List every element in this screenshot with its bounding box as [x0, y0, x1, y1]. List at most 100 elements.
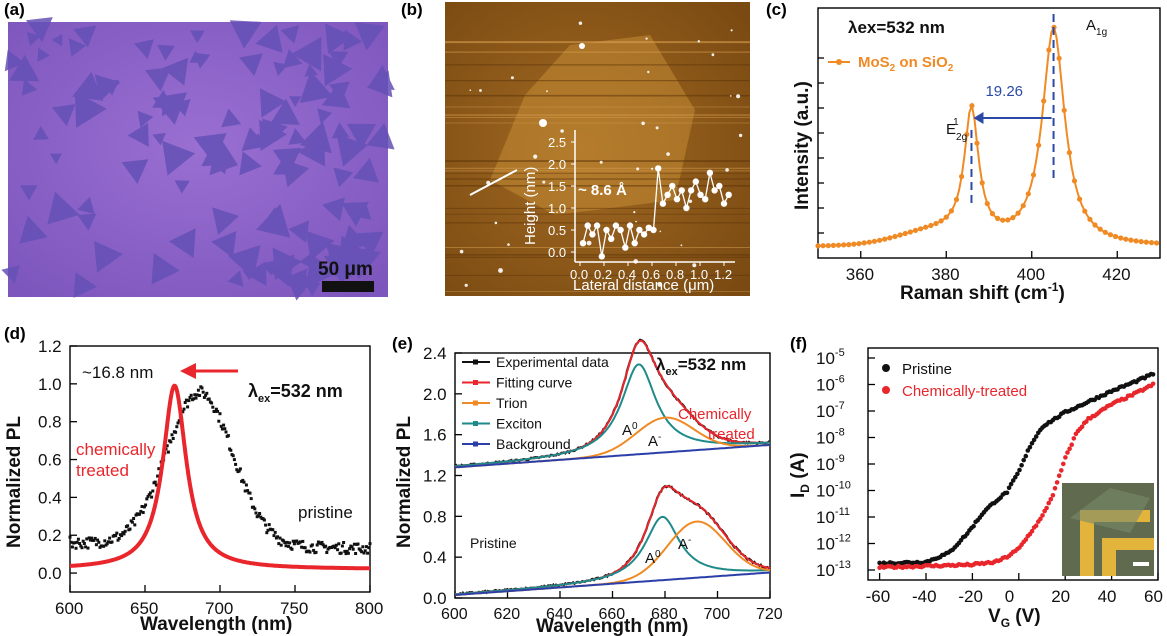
e-treated-label: Chemically — [678, 406, 752, 423]
pristine-point — [132, 517, 136, 520]
raman-point — [841, 242, 847, 248]
e-xtick-label: 640 — [546, 606, 573, 623]
raman-point — [1046, 47, 1052, 53]
flake-triangle — [74, 91, 107, 128]
pristine-point — [200, 386, 204, 390]
flake-triangle — [151, 253, 180, 285]
raman-point — [953, 196, 960, 203]
d-ytick-label: 1.0 — [38, 375, 62, 394]
inset-xtick-label: 0.8 — [666, 267, 684, 282]
d-ytick-label: 0.0 — [38, 564, 62, 583]
transfer-point — [1029, 528, 1035, 534]
d-xlabel: Wavelength (nm) — [140, 614, 292, 635]
pristine-point — [246, 489, 250, 493]
f-xlabel: VG (V) — [988, 606, 1041, 630]
transfer-point — [1054, 480, 1060, 485]
pristine-point — [81, 539, 85, 543]
pristine-point — [361, 545, 365, 549]
pristine-point — [116, 538, 120, 542]
f-xtick-label: 60 — [1144, 587, 1163, 606]
raman-point — [974, 140, 980, 146]
flake-triangle — [152, 132, 166, 146]
pristine-point — [254, 511, 258, 515]
f-xtick-label: 20 — [1051, 587, 1070, 606]
pristine-point — [103, 539, 107, 543]
pristine-point — [325, 551, 329, 554]
flake-triangle — [297, 135, 326, 167]
profile-point — [725, 191, 732, 198]
pristine-point — [213, 409, 217, 413]
flake-triangle — [212, 207, 239, 235]
flake-triangle — [354, 22, 385, 51]
pristine-point — [211, 405, 215, 409]
raman-point — [871, 238, 877, 244]
raman-point — [830, 242, 836, 248]
afm-particle — [655, 126, 659, 130]
afm-particle — [599, 160, 603, 164]
raman-point — [861, 240, 867, 246]
transfer-point — [1059, 468, 1064, 473]
raman-point — [1041, 98, 1047, 104]
raman-point — [1112, 233, 1119, 240]
pristine-point — [196, 388, 200, 392]
flake-triangle — [360, 36, 375, 50]
raman-point — [887, 235, 893, 241]
inset-ytick-label: 1.5 — [548, 179, 566, 194]
d-ytick-label: 0.6 — [38, 451, 62, 470]
afm-particle — [651, 167, 654, 170]
flake-triangle — [262, 118, 288, 145]
flake-triangle — [49, 153, 62, 165]
raman-point — [923, 224, 929, 230]
panel-f: (f) -60 -40 -20 0 20 40 60 10-13 10-12 10-11 10-10… — [780, 318, 1167, 636]
inset-scale-bar — [1133, 562, 1149, 566]
afm-particle — [688, 199, 693, 203]
pristine-point — [337, 542, 341, 546]
flake-triangle — [227, 245, 261, 279]
pristine-point — [194, 396, 198, 400]
transfer-point — [1025, 448, 1031, 453]
raman-point — [918, 226, 924, 232]
inset-ytick-label: 0.5 — [548, 223, 566, 238]
pristine-point — [312, 548, 316, 552]
raman-point — [815, 243, 821, 249]
pristine-point — [358, 548, 362, 552]
pristine-point — [321, 543, 325, 547]
raman-point — [933, 220, 939, 227]
pristine-point — [120, 534, 124, 538]
f-ytick-label: 10-10 — [816, 480, 851, 501]
d-shift-label: ~16.8 nm — [82, 363, 153, 382]
transfer-point — [1023, 537, 1029, 542]
legend-label: Fitting curve — [496, 375, 572, 391]
flake-triangle — [255, 24, 283, 53]
pristine-point — [74, 546, 78, 550]
flake-triangle — [127, 122, 149, 147]
profile-point — [664, 191, 671, 198]
legend-label: Trion — [496, 395, 527, 411]
flake-triangle — [245, 261, 267, 286]
pristine-point — [264, 523, 268, 527]
pristine-point — [141, 511, 145, 514]
e-ytick-label: 1.6 — [423, 426, 447, 445]
pristine-point — [151, 489, 155, 493]
afm-particle — [542, 180, 546, 184]
transfer-point — [1046, 500, 1051, 506]
flake-triangle — [1, 265, 20, 284]
profile-point — [692, 178, 699, 185]
pristine-point — [277, 542, 281, 546]
profile-point — [678, 187, 685, 194]
pristine-point — [198, 394, 202, 397]
transfer-point — [1038, 516, 1043, 522]
afm-particle — [459, 249, 464, 254]
transfer-point — [1006, 485, 1012, 491]
flake-triangle — [162, 104, 173, 117]
pristine-point — [92, 538, 96, 542]
raman-point — [948, 208, 954, 214]
pristine-point — [334, 543, 338, 547]
profile-point — [579, 240, 587, 247]
pristine-point — [142, 505, 146, 509]
pristine-point — [262, 518, 266, 522]
afm-particle — [736, 94, 741, 99]
pristine-point — [205, 391, 209, 395]
afm-particle — [578, 21, 583, 25]
afm-particle — [738, 133, 743, 138]
